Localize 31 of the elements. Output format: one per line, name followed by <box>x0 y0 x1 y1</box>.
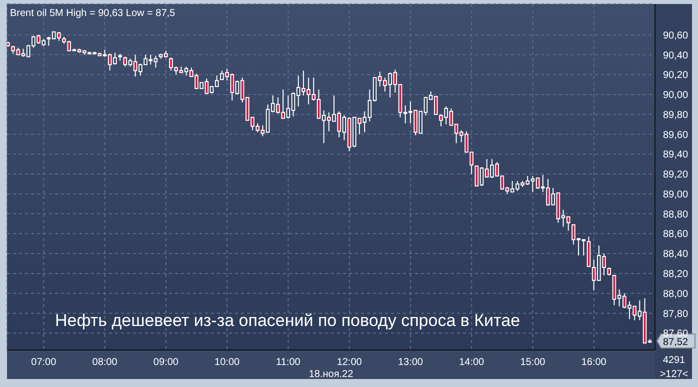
y-tick-label: 90,00 <box>663 90 688 102</box>
annotation: 87,52 <box>663 337 688 348</box>
y-tick-label: 87,80 <box>663 308 688 320</box>
y-tick-label: 88,40 <box>663 249 688 260</box>
x-tick-label: 09:00 <box>153 357 179 368</box>
y-tick-label: 89,60 <box>663 130 688 141</box>
y-tick-label: 88,60 <box>663 229 688 240</box>
x-tick-label: 16:00 <box>581 357 607 368</box>
y-tick-label: 88,20 <box>663 268 688 280</box>
x-tick-label: 07:00 <box>31 357 57 368</box>
y-tick-label: 88,00 <box>663 288 688 300</box>
y-tick-label: 89,80 <box>663 110 688 121</box>
annotation: Нефть дешевеет из-за опасений по поводу спроса в Китае <box>55 311 520 330</box>
y-tick-label: 89,40 <box>663 150 688 161</box>
x-axis-title: 18.ноя.22 <box>308 369 354 380</box>
x-tick-label: 15:00 <box>520 357 546 368</box>
x-tick-label: 11:00 <box>276 357 301 368</box>
y-tick-label: 90,40 <box>663 50 688 62</box>
y-tick-label: 90,20 <box>663 70 688 82</box>
x-tick-label: 12:00 <box>336 357 362 368</box>
text: >127< <box>660 369 688 380</box>
y-tick-label: 88,80 <box>663 209 688 220</box>
y-tick-label: 89,00 <box>663 189 688 200</box>
y-tick-label: 90,60 <box>663 30 688 42</box>
x-tick-label: 10:00 <box>214 357 240 368</box>
chart-title: Brent oil 5M High = 90,63 Low = 87,5 <box>10 8 176 19</box>
text: 4291 <box>662 355 686 366</box>
y-tick-label: 89,20 <box>663 170 688 181</box>
x-tick-label: 08:00 <box>92 357 118 368</box>
x-tick-label: 13:00 <box>398 357 424 368</box>
x-tick-label: 14:00 <box>459 357 485 368</box>
